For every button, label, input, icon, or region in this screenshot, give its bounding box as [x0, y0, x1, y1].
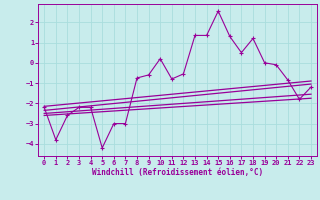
X-axis label: Windchill (Refroidissement éolien,°C): Windchill (Refroidissement éolien,°C) — [92, 168, 263, 177]
